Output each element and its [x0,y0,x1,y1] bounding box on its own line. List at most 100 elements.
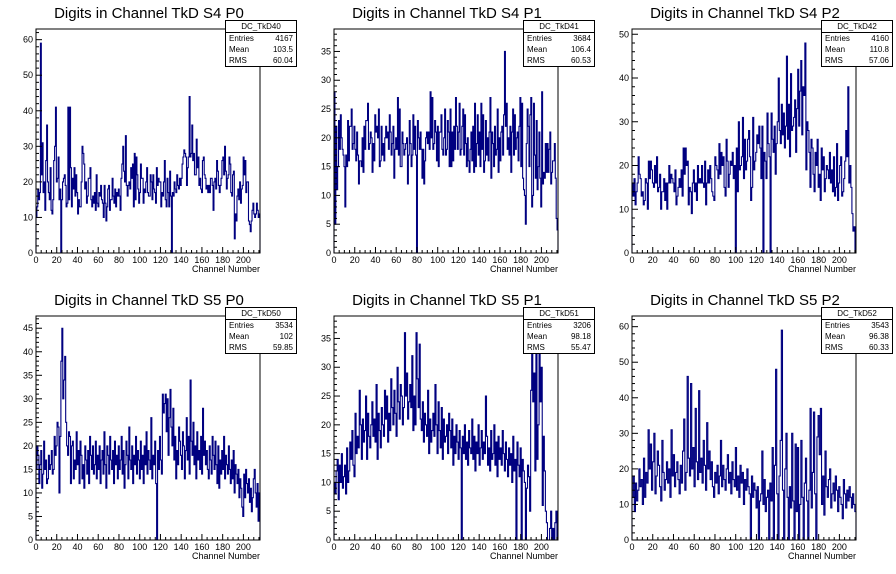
stats-label: RMS [825,56,843,65]
stats-row-rms: RMS 59.85 [226,342,296,353]
x-tick-label: 160 [790,542,805,552]
x-tick-label: 60 [93,255,103,265]
stats-value: 106.4 [570,45,591,54]
x-tick-label: 20 [648,255,658,265]
x-tick-label: 120 [749,542,764,552]
y-tick-label: 30 [321,75,331,85]
stats-row-entries: Entries 3543 [822,320,892,331]
stats-label: RMS [229,343,247,352]
x-tick-label: 0 [629,542,634,552]
x-tick-label: 20 [52,255,62,265]
x-tick-label: 140 [472,255,487,265]
chart-title: Digits in Channel TkD S4 P1 [352,5,542,22]
y-tick-label: 10 [23,212,33,222]
x-tick-label: 0 [331,255,336,265]
stats-row-mean: Mean 98.18 [524,331,594,342]
y-tick-label: 5 [28,511,33,521]
y-tick-label: 40 [23,106,33,116]
chart-title: Digits in Channel TkD S4 P2 [650,5,840,22]
y-tick-label: 20 [619,161,629,171]
x-tick-label: 160 [492,255,507,265]
chart-title: Digits in Channel TkD S5 P1 [352,292,542,309]
stats-label: RMS [527,56,545,65]
stats-box: DC_TkD42 Entries 4160 Mean 110.8 RMS 57.06 [821,20,893,67]
stats-value: 110.8 [869,45,889,54]
stats-label: Mean [527,332,548,341]
x-tick-label: 40 [668,255,678,265]
stats-row-rms: RMS 60.53 [524,55,594,66]
stats-box: DC_TkD51 Entries 3206 Mean 98.18 RMS 55.47 [523,307,595,354]
histogram-panel: Digits in Channel TkD S4 P0 0 20 40 60 80 100 1… [0,0,298,287]
x-tick-label: 0 [629,255,634,265]
plot-frame [631,315,857,541]
x-tick-label: 180 [513,542,528,552]
x-axis-label: Channel Number [191,551,260,561]
x-tick-label: 180 [215,542,230,552]
x-tick-label: 180 [513,255,528,265]
y-tick-label: 10 [619,204,629,214]
stats-row-mean: Mean 102 [226,331,296,342]
histogram-panel: Digits in Channel TkD S5 P0 0 20 40 60 80 100 1… [0,287,298,574]
y-tick-label: 30 [321,362,331,372]
stats-name: DC_TkD42 [822,21,892,33]
x-tick-label: 120 [153,542,168,552]
stats-label: RMS [229,56,247,65]
x-tick-label: 180 [811,255,826,265]
x-tick-label: 140 [174,255,189,265]
histogram-plot: 0 20 40 60 80 100 120 140 160 180 200 0 5 10 15 20 25 30 3… [23,315,261,552]
x-tick-label: 120 [153,255,168,265]
stats-row-mean: Mean 106.4 [524,44,594,55]
plot-frame [333,28,559,254]
stats-value: 60.33 [868,343,889,352]
chart-title: Digits in Channel TkD S5 P2 [650,292,840,309]
stats-value: 3543 [871,321,889,330]
x-tick-label: 100 [728,542,743,552]
stats-name: DC_TkD51 [524,308,594,320]
y-tick-label: 30 [619,117,629,127]
x-tick-label: 60 [93,542,103,552]
x-tick-label: 120 [451,542,466,552]
histogram-plot: 0 20 40 60 80 100 120 140 160 180 200 0 10 20 30 40 50 60 [619,315,857,552]
stats-row-rms: RMS 60.33 [822,342,892,353]
y-tick-label: 20 [23,177,33,187]
x-axis-label: Channel Number [489,551,558,561]
x-tick-label: 80 [710,255,720,265]
y-tick-label: 30 [23,394,33,404]
stats-label: Entries [527,321,552,330]
stats-value: 3534 [275,321,293,330]
stats-value: 4167 [275,34,293,43]
x-tick-label: 200 [534,255,549,265]
y-tick-label: 10 [321,190,331,200]
y-tick-label: 0 [624,248,629,258]
stats-name: DC_TkD52 [822,308,892,320]
y-tick-label: 10 [619,499,629,509]
y-tick-label: 10 [321,477,331,487]
x-tick-label: 40 [668,542,678,552]
y-tick-label: 15 [321,162,331,172]
histogram-panel: Digits in Channel TkD S5 P2 0 20 40 60 80 100 1… [596,287,894,574]
histogram-plot: 0 20 40 60 80 100 120 140 160 180 200 0 10 20 30 40 50 60 [23,28,261,265]
x-tick-label: 200 [832,542,847,552]
x-tick-label: 80 [412,255,422,265]
y-tick-label: 35 [321,46,331,56]
y-tick-label: 10 [23,488,33,498]
y-tick-label: 0 [326,248,331,258]
y-tick-label: 5 [326,219,331,229]
y-tick-label: 20 [321,133,331,143]
stats-row-entries: Entries 3684 [524,33,594,44]
stats-row-mean: Mean 103.5 [226,44,296,55]
stats-label: Mean [527,45,548,54]
plot-frame [35,315,261,541]
x-tick-label: 200 [236,255,251,265]
stats-value: 55.47 [570,343,591,352]
x-tick-label: 60 [391,255,401,265]
y-tick-label: 50 [619,357,629,367]
histogram-panel: Digits in Channel TkD S5 P1 0 20 40 60 80 100 1… [298,287,596,574]
y-tick-label: 0 [28,535,33,545]
x-tick-label: 0 [33,255,38,265]
chart-title: Digits in Channel TkD S5 P0 [54,292,244,309]
stats-row-rms: RMS 55.47 [524,342,594,353]
y-tick-label: 60 [619,322,629,332]
y-tick-label: 40 [619,393,629,403]
